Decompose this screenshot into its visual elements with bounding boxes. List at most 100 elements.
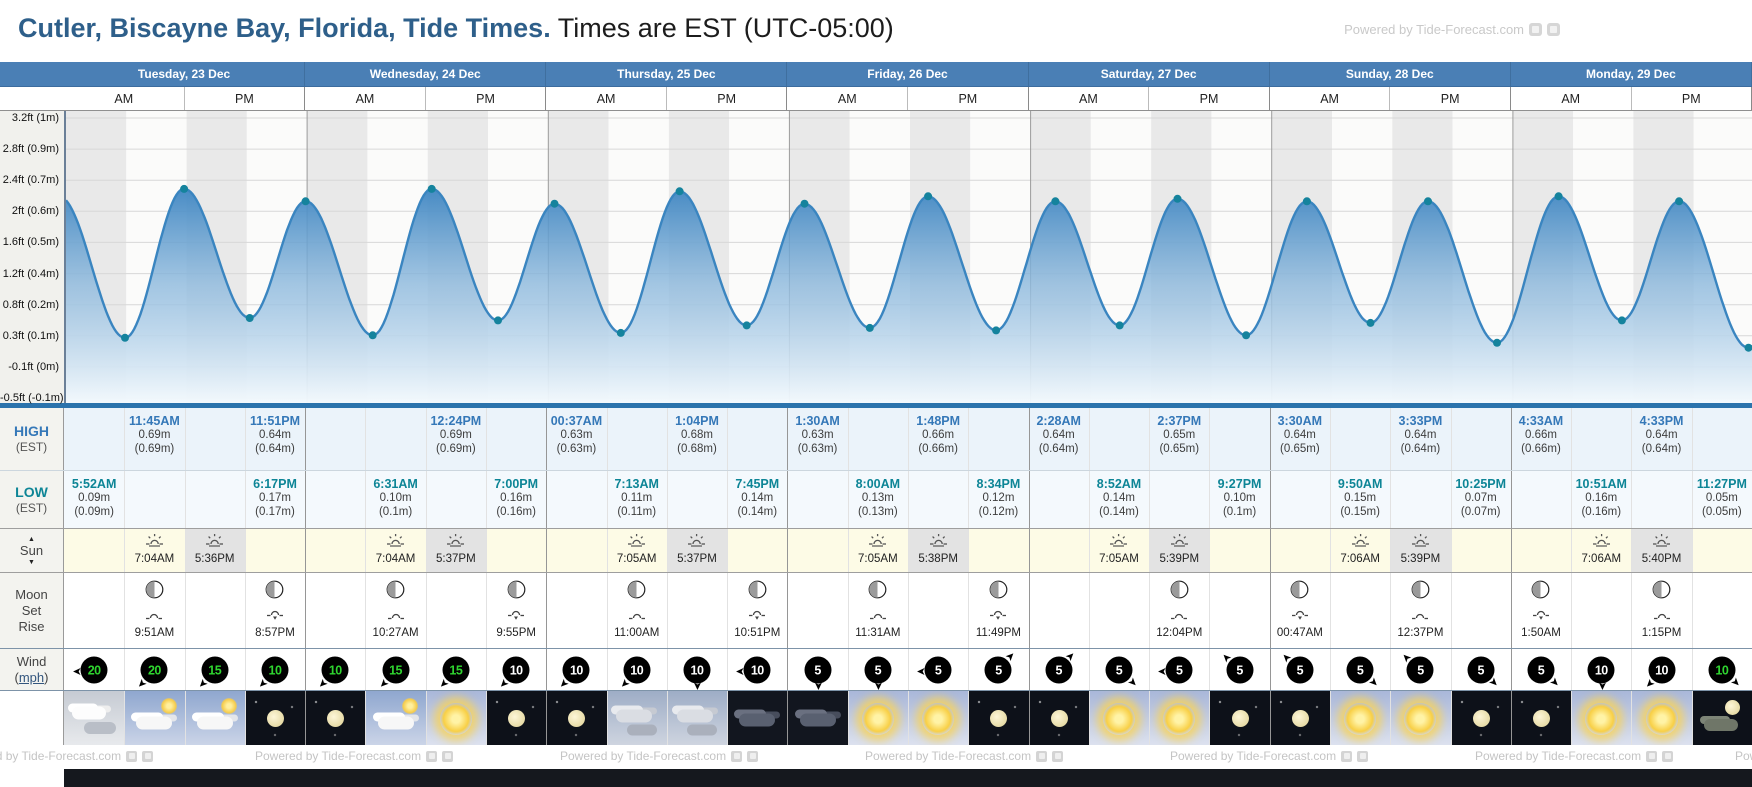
grid-line <box>606 471 608 529</box>
sunset-time: 5:39PM <box>1400 553 1441 565</box>
weather-sunny-icon <box>1088 691 1150 746</box>
grid-line <box>1631 471 1633 529</box>
app-badge-icon[interactable] <box>747 750 759 762</box>
wind-speed-value: 5 <box>1055 663 1062 677</box>
sunrise-icon <box>1592 533 1611 552</box>
footer-powered-by-link[interactable]: Powered by Tide-Forecast.com <box>1735 749 1752 763</box>
wind-speed-value: 5 <box>1477 663 1484 677</box>
low-tide-entry: 9:50AM 0.15m (0.15m) <box>1330 471 1390 529</box>
app-badge-icon[interactable] <box>1646 750 1658 762</box>
grid-line <box>1510 649 1512 691</box>
wind-speed-value: 10 <box>630 663 644 677</box>
moon-set-entry: 12:37PM <box>1390 573 1450 649</box>
grid-line <box>305 529 307 573</box>
wind-cell: 5 ➤ <box>1089 649 1149 691</box>
tide-height-alt: (0.66m) <box>918 443 958 455</box>
tide-height-alt: (0.05m) <box>1702 506 1742 518</box>
grid-line <box>1450 529 1452 573</box>
app-badge-icon[interactable] <box>1662 750 1674 762</box>
wind-direction-arrow-icon: ➤ <box>1279 649 1295 665</box>
grid-line <box>244 649 246 691</box>
footer-powered-by-link[interactable]: Powered by Tide-Forecast.com <box>0 749 154 763</box>
app-badge-icon[interactable] <box>1529 23 1542 36</box>
grid-line <box>244 573 246 649</box>
grid-line <box>244 691 246 746</box>
tide-height-alt: (0.13m) <box>858 506 898 518</box>
footer-powered-by-link[interactable]: Powered by Tide-Forecast.com <box>1170 749 1369 763</box>
tide-height: 0.10m <box>1223 492 1256 504</box>
powered-by-text: Powered by Tide-Forecast.com <box>560 749 727 763</box>
grid-line <box>1149 471 1151 529</box>
sunset-entry: 5:37PM <box>666 529 728 573</box>
weather-row-label <box>0 691 64 746</box>
tide-time: 7:45PM <box>735 477 780 491</box>
sunrise-entry: 7:05AM <box>848 529 908 573</box>
app-badge-icon[interactable] <box>126 750 138 762</box>
sunset-icon <box>1652 533 1671 552</box>
wind-direction-arrow-icon: ➤ <box>315 675 331 691</box>
footer-powered-by-link[interactable]: Powered by Tide-Forecast.com <box>560 749 759 763</box>
wind-cell: 5 ➤ <box>848 649 908 691</box>
powered-by-link[interactable]: Powered by Tide-Forecast.com <box>1344 22 1560 37</box>
wind-direction-arrow-icon: ➤ <box>134 675 150 691</box>
grid-line <box>486 471 487 529</box>
grid-line <box>1269 471 1271 529</box>
wind-speed-value: 15 <box>208 663 222 677</box>
moon-phase-icon <box>386 580 405 604</box>
tide-height-alt: (0.65m) <box>1159 443 1200 455</box>
wind-cell: 5 ➤ <box>1511 649 1571 691</box>
moon-rise-time: 00:47AM <box>1276 627 1323 639</box>
app-badge-icon[interactable] <box>442 750 454 762</box>
app-badge-icon[interactable] <box>1052 750 1064 762</box>
grid-line <box>305 408 307 470</box>
wind-direction-arrow-icon: ➤ <box>1003 649 1019 665</box>
tide-height-alt: (0.07m) <box>1460 506 1501 518</box>
footer-powered-by-link[interactable]: Powered by Tide-Forecast.com <box>255 749 454 763</box>
day-header-cell: Tuesday, 23 Dec <box>64 62 306 86</box>
grid-line <box>1209 649 1211 691</box>
grid-line <box>666 529 668 573</box>
grid-line <box>1330 573 1331 649</box>
grid-line <box>908 649 909 691</box>
grid-line <box>244 408 246 470</box>
app-badge-icon[interactable] <box>426 750 438 762</box>
footer-powered-by-link[interactable]: Powered by Tide-Forecast.com <box>1475 749 1674 763</box>
app-badge-icon[interactable] <box>142 750 154 762</box>
tide-height-alt: (0.66m) <box>1521 443 1561 455</box>
wind-cell: 10 ➤ <box>486 649 546 691</box>
app-badge-icon[interactable] <box>731 750 743 762</box>
low-tide-entry: 8:00AM 0.13m (0.13m) <box>848 471 908 529</box>
app-badge-icon[interactable] <box>1357 750 1369 762</box>
wind-direction-arrow-icon: ➤ <box>194 675 210 691</box>
grid-line <box>425 408 427 470</box>
footer-powered-by-link[interactable]: Powered by Tide-Forecast.com <box>865 749 1064 763</box>
weather-sunny-icon <box>425 691 486 746</box>
grid-line <box>546 471 548 529</box>
wind-direction-arrow-icon: ➤ <box>1641 675 1657 691</box>
app-badge-icon[interactable] <box>1036 750 1048 762</box>
wind-speed-value: 10 <box>268 663 282 677</box>
grid-line <box>727 691 729 746</box>
moon-set-icon <box>1411 607 1429 625</box>
tide-height-alt: (0.11m) <box>617 506 657 518</box>
wind-unit-link[interactable]: mph <box>18 670 45 685</box>
app-badge-icon[interactable] <box>1547 23 1560 36</box>
wind-speed-value: 5 <box>1356 663 1364 677</box>
tide-height: 0.12m <box>982 492 1015 504</box>
sunrise-entry: 7:04AM <box>365 529 425 573</box>
tide-height: 0.11m <box>621 492 653 504</box>
grid-line <box>847 408 849 470</box>
wind-speed-badge: 15 ➤ <box>195 656 229 691</box>
wind-speed-badge: 5 ➤ <box>1467 656 1501 690</box>
sunset-icon <box>205 533 224 552</box>
paren: ) <box>44 670 49 685</box>
grid-line <box>486 649 487 691</box>
wind-direction-arrow-icon: ➤ <box>1365 675 1381 691</box>
est-label: (EST) <box>15 440 48 455</box>
grid-line <box>1088 471 1090 529</box>
tide-extreme-dot <box>245 314 254 322</box>
grid-line <box>847 529 849 573</box>
tide-time: 4:33PM <box>1639 414 1684 428</box>
weather-cloudy-day-icon <box>666 691 728 746</box>
app-badge-icon[interactable] <box>1341 750 1353 762</box>
